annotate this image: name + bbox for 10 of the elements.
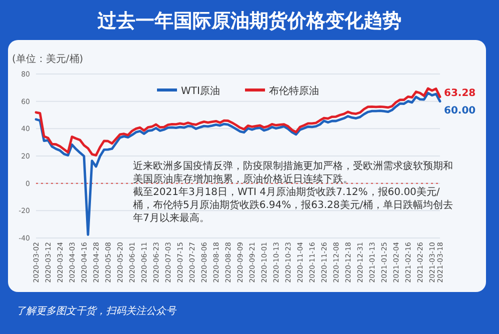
chart-title: 过去一年国际原油期货价格变化趋势 <box>96 9 402 34</box>
annotation: 近来欧洲多国疫情反弹，防疫限制措施更加严格，受欧洲需求疲软预期和美国原油库存增加拖累，原油价格近日连续下跌。 <box>133 160 454 186</box>
text: 了解更多图文干货，扫码关注公众号 <box>16 304 176 318</box>
legend-label: 布伦特原油 <box>269 85 319 97</box>
annotation: 截至2021年3月18日，WTI 4月原油期货收跌7.12%，报60.00美元/桶，布伦特5月原油期货收跌6.94%，报63.28美元/桶，单日跌幅均创去年7月以来最高。 <box>133 186 454 225</box>
line-series <box>34 87 442 157</box>
data-label: 63.28 <box>444 88 476 99</box>
y-axis-title: (单位：美元/桶) <box>12 53 84 65</box>
legend-label: WTI原油 <box>181 85 220 97</box>
data-label: 60.00 <box>444 105 476 116</box>
